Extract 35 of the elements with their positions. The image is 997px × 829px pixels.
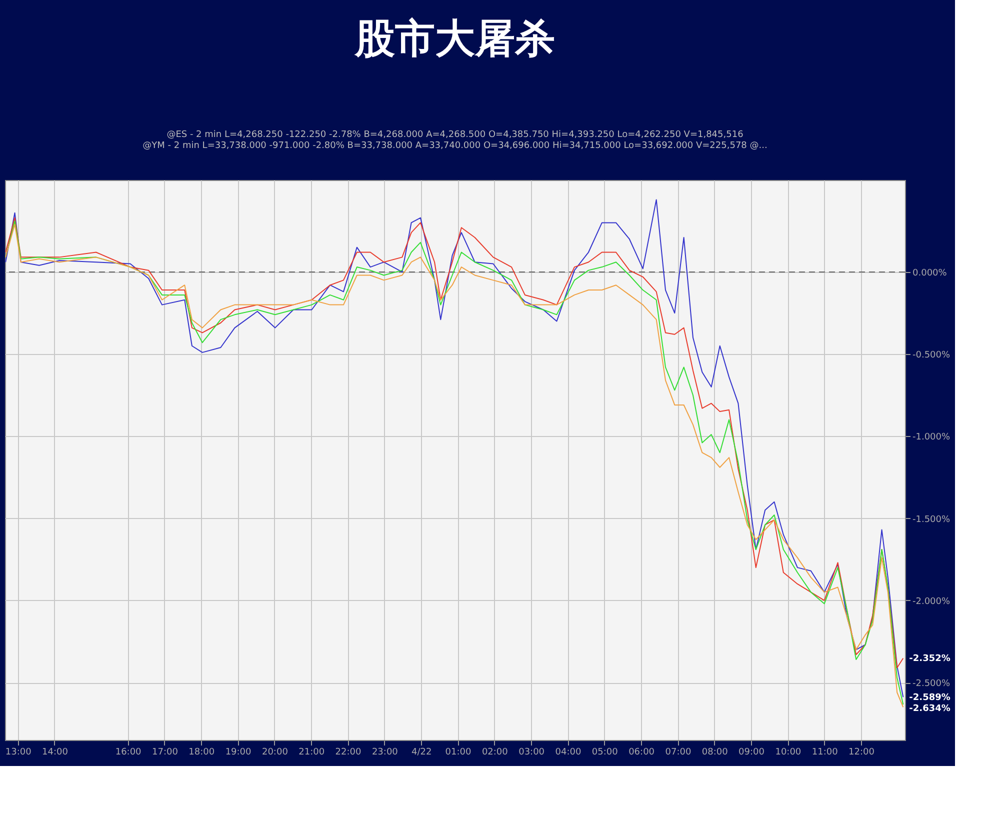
x-tick-label: 10:00 [775, 748, 802, 758]
x-tick-label: 04:00 [555, 748, 582, 758]
x-tick-label: 23:00 [372, 748, 398, 758]
x-tick-label: 22:00 [335, 748, 362, 758]
x-tick-label: 20:00 [262, 748, 288, 758]
y-tick-label: 0.000% [912, 268, 948, 278]
x-tick-label: 03:00 [518, 748, 545, 758]
x-tick-label: 18:00 [188, 748, 215, 758]
y-tick-label: -0.500% [912, 350, 951, 361]
y-tick-label: -1.500% [912, 514, 951, 525]
x-tick-label: 4/22 [411, 748, 432, 758]
x-tick-label: 09:00 [738, 748, 765, 758]
annotation: -2.589% [909, 693, 950, 704]
text: @YM - 2 min L=33,738.000 -971.000 -2.80% B=33,738.000 A=33,740.000 O=34,696.000 Hi=34,715.000 Lo=33,692.000 V=225,578 @... [142, 141, 768, 151]
x-tick-label: 19:00 [225, 748, 252, 758]
x-tick-label: 21:00 [298, 748, 325, 758]
x-tick-label: 01:00 [445, 748, 472, 758]
chart-title: 股市大屠杀 [354, 16, 555, 62]
x-tick-label: 07:00 [665, 748, 692, 758]
x-tick-label: 08:00 [702, 748, 728, 758]
y-tick-label: -1.000% [912, 432, 951, 443]
x-tick-label: 13:00 [5, 748, 32, 758]
text: @ES - 2 min L=4,268.250 -122.250 -2.78% B=4,268.000 A=4,268.500 O=4,385.750 Hi=4,393.250 Lo=4,262.250 V=1,845,516 [166, 130, 744, 140]
annotation: -2.352% [909, 654, 950, 664]
x-tick-label: 06:00 [628, 748, 655, 758]
x-tick-label: 16:00 [115, 748, 142, 758]
x-tick-label: 17:00 [152, 748, 178, 758]
x-tick-label: 12:00 [848, 748, 875, 758]
x-tick-label: 14:00 [42, 748, 68, 758]
y-tick-label: -2.500% [912, 679, 951, 690]
y-tick-label: -2.000% [912, 596, 951, 607]
x-tick-label: 05:00 [592, 748, 618, 758]
x-tick-label: 02:00 [482, 748, 508, 758]
annotation: -2.634% [909, 704, 950, 714]
x-tick-label: 11:00 [812, 748, 838, 758]
